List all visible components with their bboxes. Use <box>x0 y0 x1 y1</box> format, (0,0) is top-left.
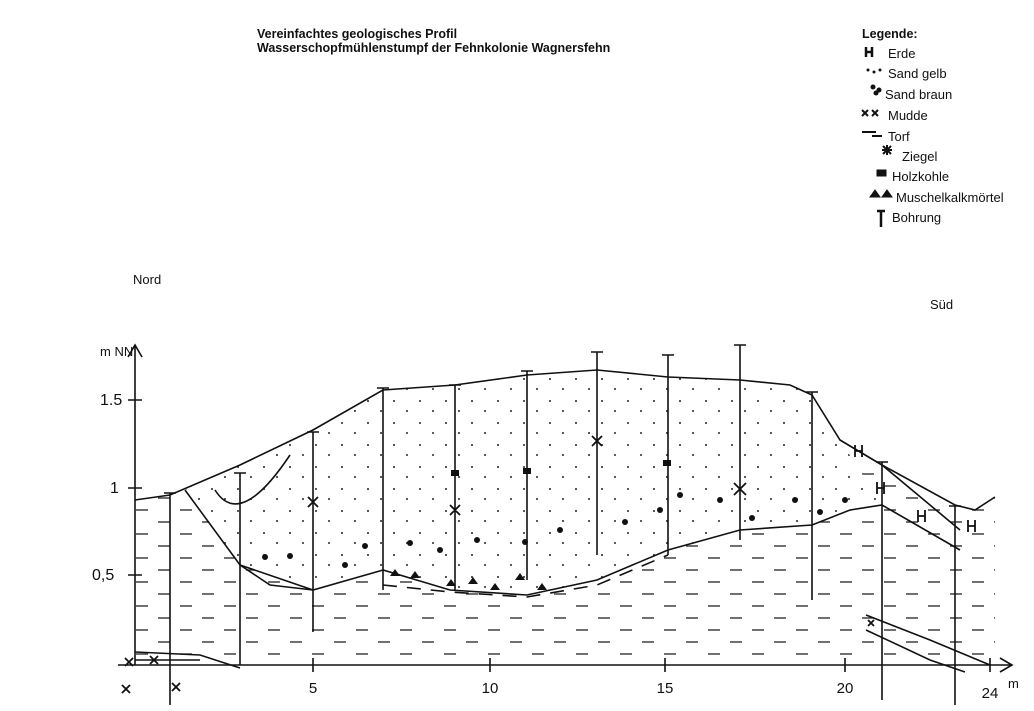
profile: m NN m 1.5 1 0,5 5 10 15 20 24 <box>92 343 1019 705</box>
legend-item: Sand gelb <box>888 66 947 81</box>
x-label: 10 <box>482 680 499 697</box>
x-label: 5 <box>309 680 317 697</box>
x-unit: m <box>1008 676 1019 691</box>
mud-lines <box>134 651 241 669</box>
y-label: 1 <box>110 480 119 497</box>
legend-symbols <box>861 47 893 227</box>
y-label: 0,5 <box>92 567 114 584</box>
legend-title: Legende: <box>862 27 918 41</box>
x-label: 20 <box>837 680 854 697</box>
lens-line <box>382 554 669 598</box>
legend-item: Ziegel <box>902 149 938 164</box>
legend-item: Sand braun <box>885 87 952 102</box>
legend-item: Torf <box>888 129 910 144</box>
legend-item: Mudde <box>888 108 928 123</box>
south-label: Süd <box>930 297 953 312</box>
y-unit: m NN <box>100 344 133 359</box>
legend-item: Muschelkalkmörtel <box>896 190 1004 205</box>
legend-item: Holzkohle <box>892 169 949 184</box>
subtitle: Wasserschopfmühlenstumpf der Fehnkolonie… <box>257 41 610 55</box>
boreholes <box>164 344 961 705</box>
x-label: 24 <box>982 685 999 702</box>
y-label: 1.5 <box>100 392 122 409</box>
axes <box>118 343 1014 673</box>
north-label: Nord <box>133 272 161 287</box>
legend-item: Erde <box>888 46 915 61</box>
mud-lines-south <box>865 614 991 673</box>
legend-item: Bohrung <box>892 210 941 225</box>
pit-line <box>214 454 291 505</box>
title: Vereinfachtes geologisches Profil <box>257 27 457 41</box>
x-label: 15 <box>657 680 674 697</box>
legend: Legende: Erde Sand gelb Sand braun Mudde… <box>861 27 1004 227</box>
